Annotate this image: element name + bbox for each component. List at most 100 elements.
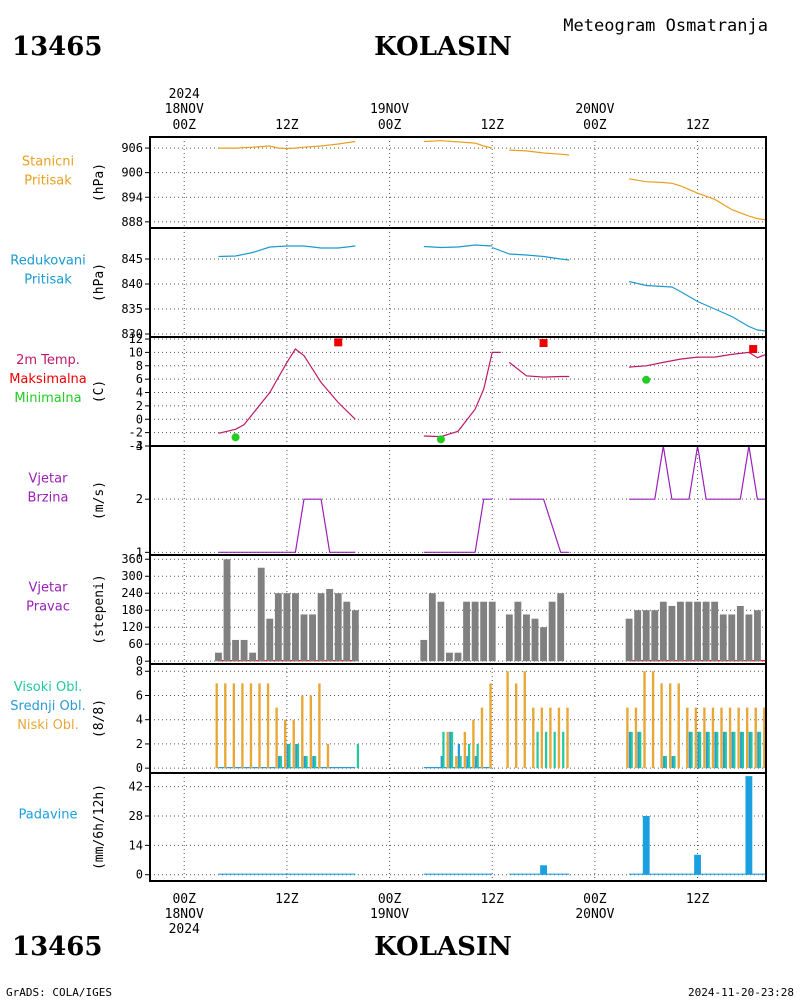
footer-timestamp: 2024-11-20-23:28 <box>688 986 794 999</box>
bar-wind_direction-11 <box>309 614 316 662</box>
bar-cloud-niski-18 <box>480 707 484 769</box>
bar-cloud-visoki-19 <box>690 731 693 769</box>
bar-cloud-srednji-21 <box>748 731 751 769</box>
plot-station_pressure <box>218 140 766 221</box>
y-axis-label-cloud: (8/8) <box>92 699 107 738</box>
bar-cloud-visoki-23 <box>724 731 727 769</box>
panel-label-station_pressure-0: Stanicni <box>22 155 74 170</box>
x-tick-label-bottom-3: 12Z <box>480 892 504 907</box>
panel-label-station_pressure-1: Pritisak <box>24 174 72 189</box>
panel-label-temperature-2: Minimalna <box>14 391 81 406</box>
bar-cloud-niski-14 <box>446 731 449 769</box>
x-tick-label-bottom-5: 12Z <box>686 892 710 907</box>
bar-cloud-srednji-14 <box>688 731 691 769</box>
bar-wind_direction-26 <box>505 614 513 662</box>
y-tick-label-temperature-3: 2 <box>136 399 143 413</box>
x-date-top-1-0: 19NOV <box>370 102 409 117</box>
bar-cloud-niski-9 <box>292 719 295 769</box>
bar-cloud-niski-2 <box>232 683 236 769</box>
marker-min-1 <box>436 435 445 444</box>
bar-cloud-niski-36 <box>694 707 698 769</box>
bar-wind_direction-10 <box>300 614 308 662</box>
bar-cloud-niski-40 <box>728 707 732 769</box>
bar-wind_direction-7 <box>274 593 282 662</box>
series-line-wind_speed-0-3 <box>629 446 766 500</box>
bar-cloud-niski-29 <box>634 707 638 769</box>
bar-cloud-srednji-10 <box>628 731 632 769</box>
bar-cloud-niski-31 <box>651 671 655 769</box>
y-tick-label-wind_direction-4: 240 <box>121 586 143 600</box>
marker-min-0 <box>231 433 240 442</box>
bar-wind_direction-0 <box>215 652 222 662</box>
bar-cloud-niski-39 <box>720 707 723 769</box>
y-axis-label-wind_direction: (stepeni) <box>92 574 107 644</box>
panel-station_pressure: Stanicni Pritisak (hPa) 888 894 900 906 <box>22 136 767 229</box>
bar-wind_direction-2 <box>232 639 239 662</box>
bar-wind_direction-17 <box>420 639 428 662</box>
bar-cloud-niski-15 <box>455 756 458 769</box>
plot-wind_speed <box>218 446 766 553</box>
y-tick-label-reduced_pressure-3: 845 <box>121 252 143 266</box>
bar-cloud-niski-37 <box>703 707 706 769</box>
plot-reduced_pressure <box>218 244 766 332</box>
bar-wind_direction-1 <box>223 559 231 662</box>
bar-cloud-srednji-19 <box>731 731 734 769</box>
bar-cloud-niski-28 <box>626 707 629 769</box>
y-tick-label-wind_speed-2: 3 <box>136 439 143 453</box>
series-line-reduced_pressure-0-3 <box>628 280 766 332</box>
bar-wind_direction-42 <box>702 601 710 662</box>
bar-precipitation-2 <box>694 854 701 875</box>
x-tick-label-top-5: 12Z <box>686 118 710 133</box>
bar-cloud-visoki-22 <box>716 731 719 769</box>
series-line-reduced_pressure-0-0 <box>218 245 356 258</box>
bar-cloud-visoki-21 <box>707 731 710 769</box>
bar-wind_direction-38 <box>668 605 676 662</box>
bar-cloud-niski-16 <box>463 731 467 769</box>
series-line-station_pressure-0-0 <box>218 140 356 150</box>
station-name-top: KOLASIN <box>374 32 512 62</box>
bar-cloud-srednji-2 <box>295 743 298 769</box>
y-tick-label-wind_speed-1: 2 <box>136 492 143 506</box>
bar-cloud-visoki-13 <box>553 731 556 769</box>
y-tick-label-wind_direction-0: 0 <box>136 654 143 668</box>
panel-label-wind_direction-0: Vjetar <box>29 580 69 595</box>
y-tick-label-temperature-2: 0 <box>136 412 143 426</box>
bar-cloud-visoki-26 <box>750 731 753 769</box>
bar-cloud-niski-5 <box>258 683 261 769</box>
bar-wind_direction-14 <box>334 593 342 662</box>
bar-cloud-srednji-17 <box>714 731 717 769</box>
bar-cloud-visoki-10 <box>476 743 479 769</box>
y-tick-label-wind_direction-6: 360 <box>121 552 143 566</box>
bar-cloud-niski-35 <box>686 707 689 769</box>
x-tick-label-top-3: 12Z <box>480 118 504 133</box>
bar-cloud-srednji-15 <box>697 731 700 769</box>
y-axis-label-reduced_pressure: (hPa) <box>92 263 107 302</box>
bar-cloud-niski-4 <box>249 683 253 769</box>
series-line-station_pressure-0-1 <box>423 140 493 149</box>
bar-wind_direction-19 <box>437 601 445 662</box>
bar-cloud-niski-10 <box>301 695 304 769</box>
y-axis-label-precipitation: (mm/6h/12h) <box>92 784 107 870</box>
bar-wind_direction-25 <box>488 601 496 662</box>
bar-cloud-niski-20 <box>506 671 509 769</box>
y-tick-label-temperature-5: 6 <box>136 372 143 386</box>
bar-wind_direction-3 <box>240 639 248 662</box>
y-tick-label-precipitation-3: 42 <box>129 780 143 794</box>
bar-cloud-niski-0 <box>215 683 218 769</box>
panel-label-wind_direction-1: Pravac <box>26 599 70 614</box>
series-line-reduced_pressure-0-2 <box>491 246 570 261</box>
y-tick-label-station_pressure-3: 906 <box>121 141 143 155</box>
bar-wind_direction-5 <box>257 567 265 662</box>
bar-cloud-visoki-12 <box>545 731 548 769</box>
bar-cloud-srednji-0 <box>278 756 281 769</box>
y-axis-label-station_pressure: (hPa) <box>92 163 107 202</box>
bar-wind_direction-18 <box>428 593 436 662</box>
bar-wind_direction-32 <box>557 593 565 662</box>
meteogram-subtitle: Meteogram Osmatranja <box>563 16 768 36</box>
y-tick-label-temperature-0: -4 <box>129 439 143 453</box>
marker-max-0 <box>334 338 343 347</box>
y-tick-label-wind_direction-5: 300 <box>121 569 143 583</box>
y-tick-label-temperature-6: 8 <box>136 359 143 373</box>
